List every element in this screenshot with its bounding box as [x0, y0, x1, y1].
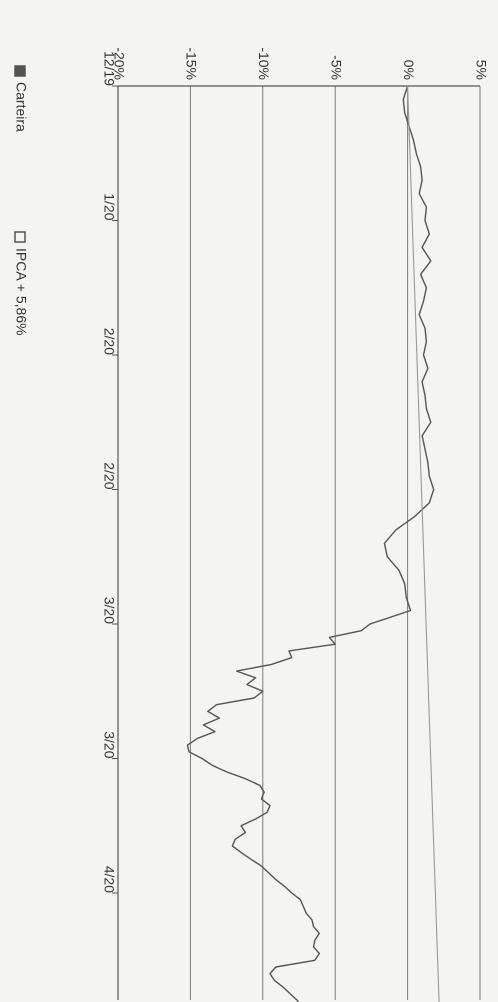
date-tick-labels: 12/19 1/20 2/20 2/20 3/20 3/20 4/20: [101, 51, 118, 894]
value-tick-label: 0%: [401, 60, 417, 80]
date-tick-label: 12/19: [101, 51, 117, 86]
grid-lines: [189, 86, 481, 1000]
value-tick-label: 5%: [473, 60, 489, 80]
value-tick-label: -10%: [256, 47, 272, 80]
date-tick-label: 3/20: [101, 731, 117, 758]
legend-item: Carteira: [13, 65, 29, 132]
value-tick-label: -5%: [328, 55, 344, 80]
legend-swatch-icon: [14, 65, 26, 77]
date-tick-label: 4/20: [101, 866, 117, 893]
series-lines: [186, 85, 440, 1002]
value-tick-label: -20%: [111, 47, 127, 80]
value-tick-labels: -20% -15% -10% -5% 0% 5%: [111, 47, 489, 80]
chart-axes: [117, 85, 480, 1000]
date-tick-label: 1/20: [101, 193, 117, 220]
date-tick-label: 2/20: [101, 462, 117, 489]
value-tick-label: -15%: [184, 47, 200, 80]
legend-item: IPCA + 5,86%: [13, 231, 29, 336]
legend-label: Carteira: [13, 82, 29, 132]
series-line-carteira: [186, 85, 435, 1002]
legend-swatch-icon: [14, 231, 26, 243]
date-tick-label: 3/20: [101, 597, 117, 624]
series-line-ipca: [407, 85, 440, 1002]
legend-label: IPCA + 5,86%: [13, 248, 29, 336]
date-tick-label: 2/20: [101, 328, 117, 355]
legend: Carteira IPCA + 5,86%: [13, 65, 29, 336]
